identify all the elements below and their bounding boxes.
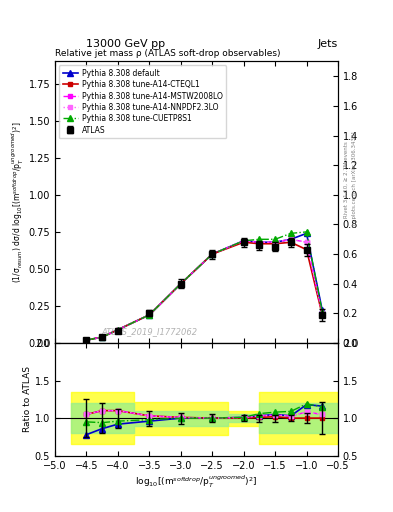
Pythia 8.308 tune-CUETP8S1: [147, 312, 152, 318]
Pythia 8.308 tune-A14-CTEQL1: [241, 239, 246, 245]
Pythia 8.308 tune-CUETP8S1: [241, 238, 246, 244]
Pythia 8.308 tune-CUETP8S1: [273, 236, 277, 242]
Pythia 8.308 tune-A14-CTEQL1: [116, 327, 120, 333]
Pythia 8.308 tune-A14-NNPDF2.3LO: [210, 251, 215, 257]
Pythia 8.308 tune-A14-MSTW2008LO: [304, 239, 309, 245]
Pythia 8.308 tune-A14-NNPDF2.3LO: [288, 236, 293, 242]
Text: 13000 GeV pp: 13000 GeV pp: [86, 38, 165, 49]
Pythia 8.308 tune-A14-MSTW2008LO: [84, 337, 89, 343]
Pythia 8.308 tune-A14-MSTW2008LO: [210, 251, 215, 257]
Pythia 8.308 tune-A14-MSTW2008LO: [116, 327, 120, 333]
Pythia 8.308 default: [257, 239, 262, 245]
Pythia 8.308 tune-A14-MSTW2008LO: [273, 239, 277, 245]
Y-axis label: Ratio to ATLAS: Ratio to ATLAS: [23, 367, 32, 432]
Pythia 8.308 tune-A14-NNPDF2.3LO: [304, 239, 309, 245]
Pythia 8.308 tune-A14-NNPDF2.3LO: [241, 238, 246, 244]
Pythia 8.308 default: [241, 238, 246, 244]
Pythia 8.308 tune-A14-CTEQL1: [147, 312, 152, 318]
Pythia 8.308 tune-A14-CTEQL1: [210, 251, 215, 257]
Pythia 8.308 default: [304, 230, 309, 237]
Text: mcplots.cern.ch [arXiv:1306.3436]: mcplots.cern.ch [arXiv:1306.3436]: [352, 132, 357, 227]
Pythia 8.308 tune-A14-CTEQL1: [320, 312, 325, 318]
Pythia 8.308 tune-A14-NNPDF2.3LO: [147, 312, 152, 318]
X-axis label: log$_{10}$[(m$^{soft drop}$/p$_T^{ungroomed}$)$^2$]: log$_{10}$[(m$^{soft drop}$/p$_T^{ungroo…: [135, 473, 258, 489]
Pythia 8.308 default: [273, 239, 277, 245]
Pythia 8.308 tune-A14-NNPDF2.3LO: [116, 327, 120, 333]
Line: Pythia 8.308 default: Pythia 8.308 default: [84, 230, 325, 343]
Pythia 8.308 default: [100, 334, 105, 340]
Text: ATLAS_2019_I1772062: ATLAS_2019_I1772062: [101, 327, 197, 336]
Pythia 8.308 default: [178, 281, 183, 287]
Pythia 8.308 tune-A14-CTEQL1: [304, 247, 309, 253]
Pythia 8.308 tune-A14-NNPDF2.3LO: [273, 239, 277, 245]
Line: Pythia 8.308 tune-A14-CTEQL1: Pythia 8.308 tune-A14-CTEQL1: [84, 240, 324, 342]
Pythia 8.308 tune-A14-CTEQL1: [257, 241, 262, 247]
Pythia 8.308 default: [147, 312, 152, 318]
Pythia 8.308 tune-CUETP8S1: [116, 327, 120, 333]
Legend: Pythia 8.308 default, Pythia 8.308 tune-A14-CTEQL1, Pythia 8.308 tune-A14-MSTW20: Pythia 8.308 default, Pythia 8.308 tune-…: [59, 65, 226, 138]
Pythia 8.308 default: [116, 327, 120, 333]
Pythia 8.308 tune-A14-NNPDF2.3LO: [320, 310, 325, 316]
Pythia 8.308 tune-A14-NNPDF2.3LO: [84, 337, 89, 343]
Text: Jets: Jets: [318, 38, 338, 49]
Pythia 8.308 tune-A14-CTEQL1: [273, 241, 277, 247]
Pythia 8.308 tune-CUETP8S1: [304, 229, 309, 235]
Pythia 8.308 default: [288, 236, 293, 242]
Pythia 8.308 tune-A14-MSTW2008LO: [100, 334, 105, 340]
Pythia 8.308 tune-A14-NNPDF2.3LO: [178, 281, 183, 287]
Pythia 8.308 tune-A14-CTEQL1: [84, 337, 89, 343]
Pythia 8.308 tune-A14-CTEQL1: [288, 239, 293, 245]
Pythia 8.308 tune-A14-MSTW2008LO: [147, 312, 152, 318]
Pythia 8.308 tune-A14-NNPDF2.3LO: [100, 334, 105, 340]
Pythia 8.308 tune-A14-MSTW2008LO: [288, 236, 293, 242]
Text: Rivet 3.1.10, ≥ 2.7M events: Rivet 3.1.10, ≥ 2.7M events: [344, 141, 349, 218]
Pythia 8.308 tune-CUETP8S1: [178, 281, 183, 287]
Pythia 8.308 tune-CUETP8S1: [288, 230, 293, 237]
Line: Pythia 8.308 tune-A14-MSTW2008LO: Pythia 8.308 tune-A14-MSTW2008LO: [84, 237, 324, 342]
Text: Relative jet mass ρ (ATLAS soft-drop observables): Relative jet mass ρ (ATLAS soft-drop obs…: [55, 49, 281, 58]
Pythia 8.308 tune-CUETP8S1: [84, 337, 89, 343]
Pythia 8.308 tune-CUETP8S1: [320, 309, 325, 315]
Pythia 8.308 default: [210, 251, 215, 257]
Pythia 8.308 tune-CUETP8S1: [100, 334, 105, 340]
Pythia 8.308 tune-A14-MSTW2008LO: [320, 310, 325, 316]
Pythia 8.308 tune-A14-MSTW2008LO: [257, 239, 262, 245]
Pythia 8.308 tune-A14-MSTW2008LO: [178, 281, 183, 287]
Line: Pythia 8.308 tune-CUETP8S1: Pythia 8.308 tune-CUETP8S1: [84, 229, 325, 343]
Pythia 8.308 tune-A14-NNPDF2.3LO: [257, 239, 262, 245]
Pythia 8.308 default: [320, 307, 325, 313]
Pythia 8.308 tune-A14-CTEQL1: [178, 281, 183, 287]
Pythia 8.308 tune-A14-CTEQL1: [100, 334, 105, 340]
Pythia 8.308 default: [84, 337, 89, 343]
Y-axis label: (1/σ$_{resum}$) dσ/d log$_{10}$[(m$^{soft drop}$/p$_T^{ungroomed}$)$^2$]: (1/σ$_{resum}$) dσ/d log$_{10}$[(m$^{sof…: [9, 121, 26, 283]
Pythia 8.308 tune-CUETP8S1: [257, 236, 262, 242]
Pythia 8.308 tune-A14-MSTW2008LO: [241, 238, 246, 244]
Pythia 8.308 tune-CUETP8S1: [210, 251, 215, 257]
Line: Pythia 8.308 tune-A14-NNPDF2.3LO: Pythia 8.308 tune-A14-NNPDF2.3LO: [84, 237, 324, 342]
